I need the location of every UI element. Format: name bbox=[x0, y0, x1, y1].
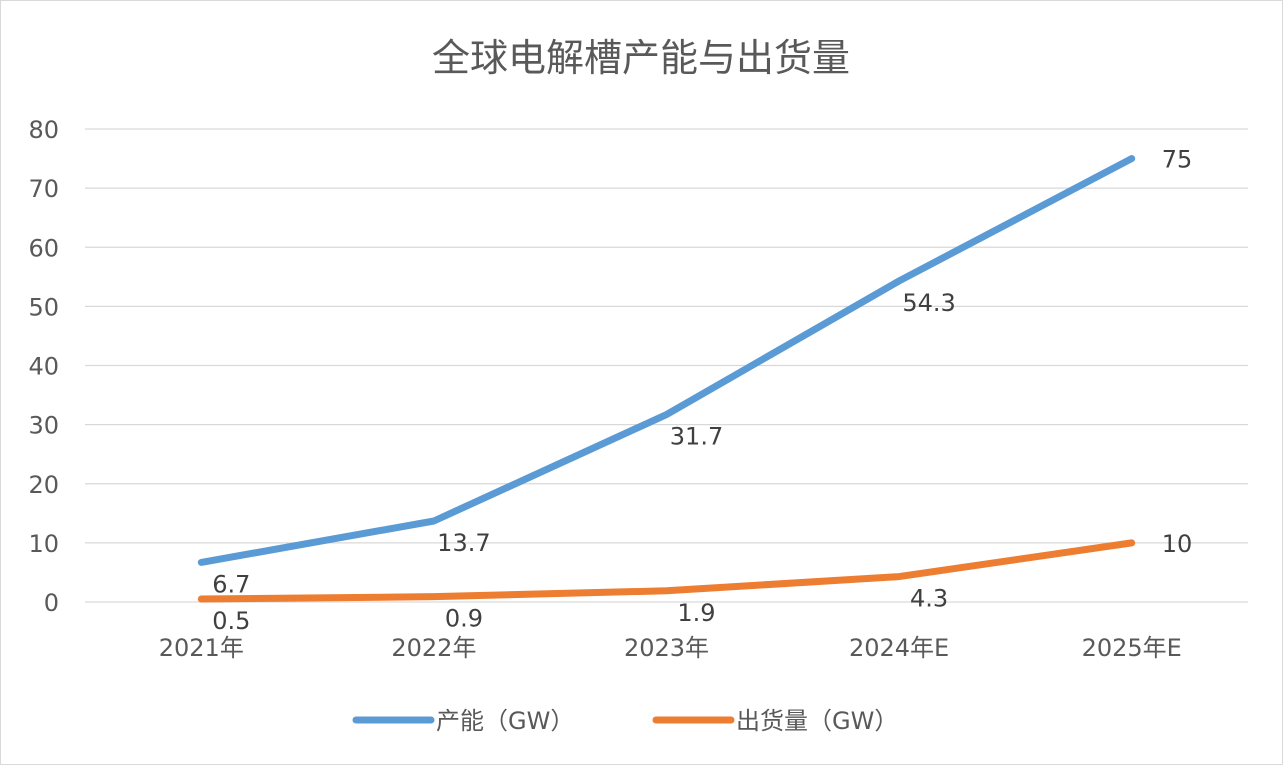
y-tick-label: 10 bbox=[28, 530, 59, 558]
series-line bbox=[197, 539, 1136, 603]
y-tick-label: 60 bbox=[28, 234, 59, 262]
data-label: 75 bbox=[1162, 146, 1193, 174]
data-label: 0.9 bbox=[445, 605, 483, 633]
x-tick-label: 2023年 bbox=[624, 634, 709, 662]
x-axis-tick-labels: 2021年 2022年 2023年 2024年E 2025年E bbox=[159, 634, 1182, 662]
x-tick-label: 2021年 bbox=[159, 634, 244, 662]
data-label: 4.3 bbox=[910, 585, 948, 613]
y-axis-tick-labels: 0 10 20 30 40 50 60 70 80 bbox=[28, 116, 59, 617]
series-line bbox=[197, 155, 1136, 566]
y-tick-label: 30 bbox=[28, 412, 59, 440]
data-label: 10 bbox=[1162, 530, 1193, 558]
series-lines bbox=[197, 155, 1136, 603]
data-label: 1.9 bbox=[677, 599, 715, 627]
data-label: 31.7 bbox=[670, 423, 723, 451]
y-tick-label: 80 bbox=[28, 116, 59, 144]
y-tick-label: 50 bbox=[28, 293, 59, 321]
y-tick-label: 40 bbox=[28, 353, 59, 381]
data-label: 0.5 bbox=[212, 607, 250, 635]
data-labels: 6.7 13.7 31.7 54.3 75 0.5 0.9 1.9 4.3 10 bbox=[212, 146, 1192, 635]
data-label: 6.7 bbox=[212, 570, 250, 598]
legend-label: 出货量（GW） bbox=[736, 707, 898, 735]
legend: 产能（GW） 出货量（GW） bbox=[352, 707, 898, 735]
legend-label: 产能（GW） bbox=[436, 707, 574, 735]
data-label: 13.7 bbox=[437, 529, 490, 557]
x-tick-label: 2024年E bbox=[849, 634, 949, 662]
chart-title: 全球电解槽产能与出货量 bbox=[432, 36, 850, 80]
y-tick-label: 20 bbox=[28, 471, 59, 499]
x-tick-label: 2022年 bbox=[391, 634, 476, 662]
gridlines bbox=[85, 128, 1248, 603]
y-tick-label: 0 bbox=[44, 589, 59, 617]
y-tick-label: 70 bbox=[28, 175, 59, 203]
data-label: 54.3 bbox=[902, 289, 955, 317]
x-tick-label: 2025年E bbox=[1082, 634, 1182, 662]
